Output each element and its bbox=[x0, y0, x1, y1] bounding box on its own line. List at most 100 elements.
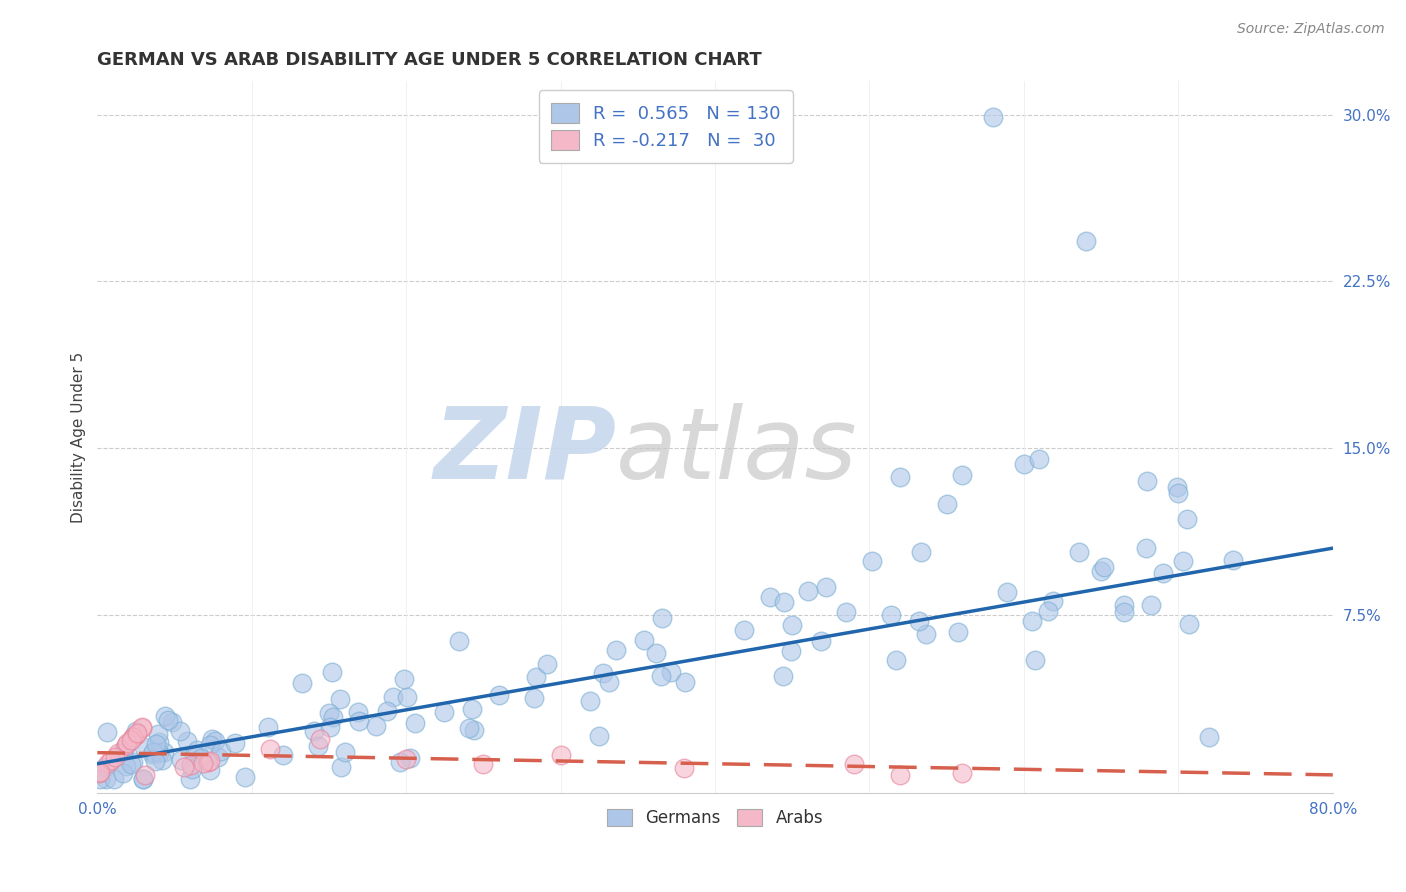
Point bbox=[1028, 452, 1050, 467]
Point bbox=[96, 772, 118, 787]
Point bbox=[633, 632, 655, 647]
Point bbox=[889, 768, 911, 782]
Point bbox=[910, 544, 932, 558]
Point bbox=[94, 760, 117, 774]
Point bbox=[1166, 480, 1188, 494]
Point bbox=[157, 713, 180, 727]
Point bbox=[209, 743, 232, 757]
Point bbox=[321, 665, 343, 680]
Point bbox=[1175, 511, 1198, 525]
Point bbox=[780, 643, 803, 657]
Point bbox=[198, 738, 221, 752]
Point bbox=[1038, 604, 1060, 618]
Point bbox=[458, 721, 481, 735]
Point bbox=[114, 738, 136, 752]
Point bbox=[100, 753, 122, 767]
Point bbox=[111, 765, 134, 780]
Point bbox=[190, 750, 212, 764]
Point bbox=[550, 747, 572, 762]
Point bbox=[396, 690, 419, 704]
Point bbox=[588, 729, 610, 743]
Point bbox=[186, 742, 208, 756]
Point bbox=[125, 724, 148, 739]
Point bbox=[1092, 560, 1115, 574]
Point bbox=[173, 759, 195, 773]
Point bbox=[463, 723, 485, 738]
Point bbox=[197, 755, 219, 769]
Point bbox=[1167, 485, 1189, 500]
Point bbox=[97, 756, 120, 771]
Point bbox=[366, 719, 388, 733]
Point bbox=[150, 753, 173, 767]
Point bbox=[176, 734, 198, 748]
Point bbox=[201, 731, 224, 746]
Point bbox=[995, 584, 1018, 599]
Point bbox=[233, 770, 256, 784]
Point bbox=[404, 715, 426, 730]
Point bbox=[592, 665, 614, 680]
Point bbox=[1090, 564, 1112, 578]
Point bbox=[651, 611, 673, 625]
Point bbox=[759, 591, 782, 605]
Point bbox=[347, 714, 370, 728]
Point bbox=[810, 634, 832, 648]
Point bbox=[191, 756, 214, 770]
Point bbox=[318, 706, 340, 721]
Point bbox=[307, 739, 329, 753]
Point bbox=[329, 692, 352, 706]
Point bbox=[89, 764, 111, 779]
Point bbox=[395, 752, 418, 766]
Point bbox=[1112, 599, 1135, 613]
Point bbox=[179, 772, 201, 787]
Point bbox=[1136, 475, 1159, 489]
Text: atlas: atlas bbox=[616, 402, 858, 500]
Point bbox=[1021, 614, 1043, 628]
Point bbox=[536, 657, 558, 672]
Point bbox=[170, 753, 193, 767]
Point bbox=[181, 762, 204, 776]
Point bbox=[782, 618, 804, 632]
Point bbox=[124, 728, 146, 742]
Point bbox=[433, 705, 456, 719]
Point bbox=[950, 467, 973, 482]
Point bbox=[142, 745, 165, 759]
Point bbox=[131, 772, 153, 787]
Point bbox=[1178, 617, 1201, 632]
Point bbox=[981, 110, 1004, 124]
Point bbox=[319, 720, 342, 734]
Point bbox=[146, 727, 169, 741]
Point bbox=[1198, 730, 1220, 744]
Point bbox=[169, 723, 191, 738]
Point bbox=[107, 746, 129, 760]
Point bbox=[183, 748, 205, 763]
Point bbox=[322, 710, 344, 724]
Point bbox=[120, 733, 142, 747]
Point bbox=[120, 756, 142, 771]
Point bbox=[1173, 553, 1195, 567]
Point bbox=[1152, 566, 1174, 581]
Point bbox=[112, 742, 135, 756]
Point bbox=[259, 742, 281, 756]
Point bbox=[131, 720, 153, 734]
Point bbox=[122, 755, 145, 769]
Point bbox=[207, 750, 229, 764]
Point bbox=[650, 669, 672, 683]
Point bbox=[377, 704, 399, 718]
Point bbox=[104, 749, 127, 764]
Point bbox=[308, 731, 330, 746]
Point bbox=[523, 690, 546, 705]
Point bbox=[134, 767, 156, 781]
Point bbox=[148, 735, 170, 749]
Point bbox=[198, 763, 221, 777]
Point bbox=[392, 672, 415, 686]
Point bbox=[204, 733, 226, 747]
Point bbox=[224, 736, 246, 750]
Point bbox=[114, 758, 136, 772]
Point bbox=[198, 755, 221, 769]
Y-axis label: Disability Age Under 5: Disability Age Under 5 bbox=[72, 351, 86, 523]
Point bbox=[153, 709, 176, 723]
Point bbox=[122, 730, 145, 744]
Point bbox=[915, 627, 938, 641]
Point bbox=[488, 688, 510, 702]
Text: GERMAN VS ARAB DISABILITY AGE UNDER 5 CORRELATION CHART: GERMAN VS ARAB DISABILITY AGE UNDER 5 CO… bbox=[97, 51, 762, 69]
